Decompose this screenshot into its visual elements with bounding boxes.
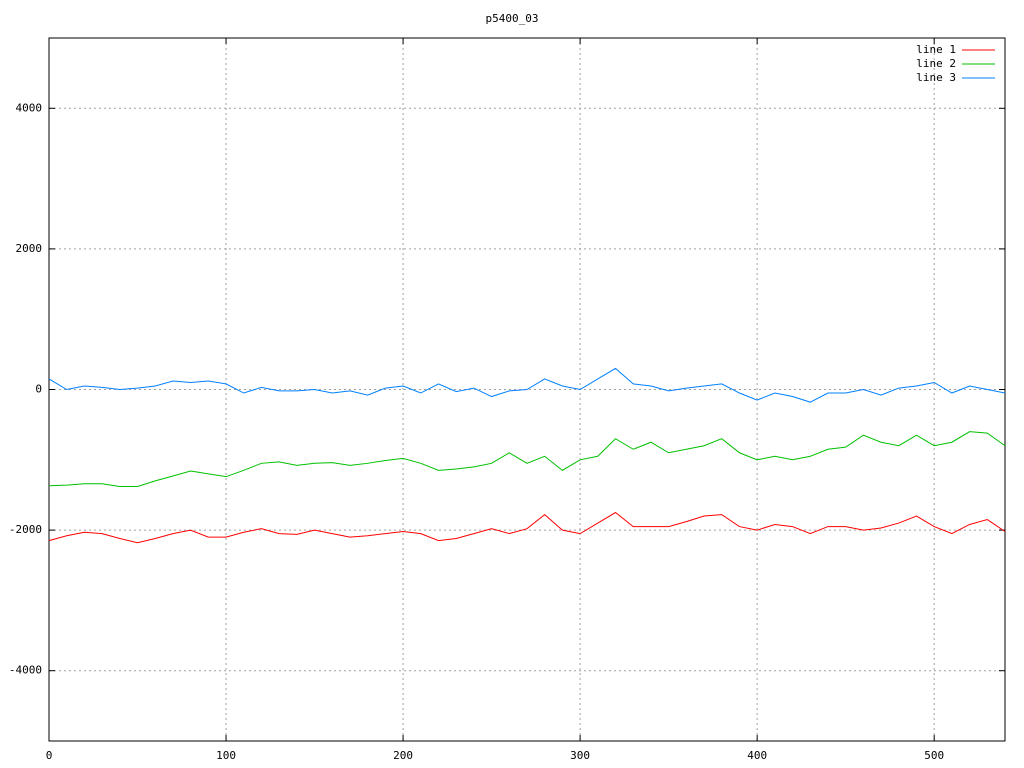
data-line: [48, 431, 1006, 488]
y-tick-label: -2000: [9, 523, 42, 536]
x-tick-label: 0: [46, 749, 53, 762]
legend-label: line 2: [916, 57, 956, 70]
legend-label: line 1: [916, 43, 956, 56]
y-tick-label: -4000: [9, 664, 42, 677]
y-tick-label: 2000: [16, 242, 43, 255]
x-tick-label: 100: [216, 749, 236, 762]
chart-title: p5400_03: [486, 12, 539, 25]
x-tick-label: 300: [570, 749, 590, 762]
x-tick-label: 200: [393, 749, 413, 762]
x-tick-label: 400: [747, 749, 767, 762]
data-line: [48, 511, 1006, 544]
x-tick-label: 500: [924, 749, 944, 762]
y-tick-label: 0: [35, 383, 42, 396]
plot-border: [48, 37, 1006, 742]
data-line: [48, 367, 1006, 403]
y-tick-label: 4000: [16, 101, 43, 114]
legend-label: line 3: [916, 71, 956, 84]
